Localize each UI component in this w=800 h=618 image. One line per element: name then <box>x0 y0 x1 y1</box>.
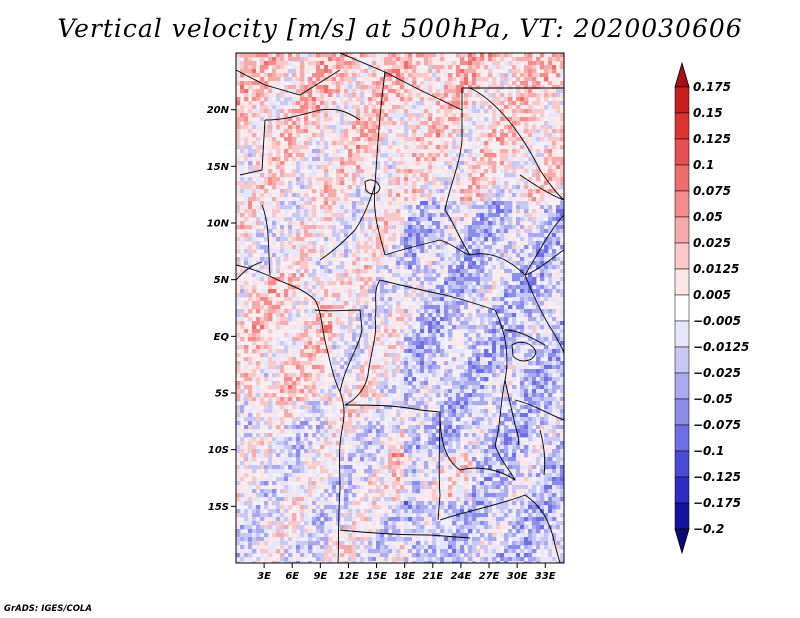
colorbar-swatch <box>674 476 690 504</box>
border-car-north <box>384 239 471 256</box>
border-chad-sudan <box>444 139 471 256</box>
lat-label: 15N <box>207 162 230 173</box>
border-kenya <box>524 274 564 356</box>
colorbar-swatch <box>674 190 690 218</box>
colorbar-swatch <box>674 424 690 452</box>
border-niger-chad <box>373 71 386 256</box>
colorbar-swatch <box>674 112 690 140</box>
border-drc-south <box>344 404 516 481</box>
border-mozambique <box>524 494 561 563</box>
lon-label: 9E <box>313 571 327 582</box>
colorbar-label: 0.075 <box>693 184 731 198</box>
border-angola-namibia <box>339 529 471 539</box>
colorbar-label: −0.0125 <box>693 340 749 354</box>
lon-label: 21E <box>422 571 443 582</box>
colorbar-label: −0.005 <box>693 314 741 328</box>
red-sea-coast <box>469 87 564 201</box>
lon-label: 33E <box>535 571 556 582</box>
lake-malawi <box>539 429 546 476</box>
grads-credit: GrADS: IGES/COLA <box>4 604 92 614</box>
border-gabon-congo <box>314 309 363 393</box>
lat-label: 20N <box>207 105 230 116</box>
longitude-axis: 3E 6E 9E 12E 15E 18E 21E 24E 27E 30E 33E <box>257 563 556 582</box>
colorbar-label: 0.1 <box>693 158 714 172</box>
border-zambia-zimbabwe <box>439 494 526 521</box>
colorbar-swatch <box>674 242 690 270</box>
lon-label: 27E <box>479 571 500 582</box>
colorbar-swatch <box>674 216 690 244</box>
colorbar-swatch <box>674 502 690 530</box>
colorbar-swatch <box>674 346 690 374</box>
colorbar-swatch <box>674 164 690 192</box>
border-egypt-sudan <box>461 87 564 110</box>
border-cameroon-nigeria <box>319 184 376 261</box>
border-uganda <box>504 329 546 346</box>
colorbar-label: −0.05 <box>693 392 733 406</box>
colorbar-swatch <box>674 372 690 400</box>
lat-label: 10N <box>207 219 230 230</box>
colorbar-label: 0.0125 <box>693 262 739 276</box>
lon-label: 30E <box>507 571 528 582</box>
colorbar-label: 0.005 <box>693 288 731 302</box>
colorbar-swatch <box>674 294 690 322</box>
lake-tanganyika <box>504 379 520 446</box>
border-congo-drc <box>344 317 377 406</box>
colorbar-swatch <box>674 320 690 348</box>
colorbar-label: 0.05 <box>693 210 723 224</box>
colorbar-swatch <box>674 398 690 426</box>
colorbar-swatch <box>674 268 690 296</box>
border-gulf-guinea <box>236 261 263 281</box>
lat-label: 5N <box>214 275 230 286</box>
border-ethiopia <box>524 214 564 276</box>
map-title: Vertical velocity [m/s] at 500hPa, VT: 2… <box>57 14 743 43</box>
lon-label: 12E <box>338 571 359 582</box>
colorbar-label: −0.1 <box>693 444 724 458</box>
lake-chad <box>364 179 381 195</box>
colorbar-label: −0.025 <box>693 366 741 380</box>
colorbar-top-arrow <box>674 61 690 88</box>
velocity-field <box>236 53 564 563</box>
border-libya-chad <box>339 53 463 140</box>
coastline-west <box>236 264 345 563</box>
colorbar-label: −0.175 <box>693 496 741 510</box>
colorbar-swatch <box>674 138 690 166</box>
colorbar-swatch <box>674 450 690 478</box>
border-tanzania <box>514 399 564 421</box>
lat-label: 10S <box>208 445 229 456</box>
border-drc-east <box>494 309 516 481</box>
border-car-south <box>379 279 496 311</box>
map-frame <box>235 52 565 564</box>
colorbar-label: −0.125 <box>693 470 741 484</box>
colorbar-label: −0.2 <box>693 522 724 536</box>
border-eritrea <box>519 174 564 201</box>
border-angola-zambia <box>437 411 441 521</box>
border-algeria-niger <box>236 69 341 96</box>
lat-label: 15S <box>208 502 229 513</box>
lon-label: 15E <box>366 571 387 582</box>
lon-label: 6E <box>285 571 299 582</box>
border-cameroon-east <box>374 279 381 319</box>
colorbar: 0.175 0.15 0.125 0.1 0.075 0.05 0.025 0.0125 0.0… <box>674 61 749 555</box>
lat-label: EQ <box>214 332 230 343</box>
country-borders <box>236 53 564 563</box>
colorbar-label: 0.025 <box>693 236 731 250</box>
lake-victoria <box>511 341 537 362</box>
colorbar-label: 0.175 <box>693 80 731 94</box>
colorbar-label: 0.15 <box>693 106 723 120</box>
lon-label: 18E <box>394 571 415 582</box>
border-mali-niger <box>239 119 266 176</box>
colorbar-label: 0.125 <box>693 132 731 146</box>
lon-label: 24E <box>451 571 472 582</box>
lon-label: 3E <box>257 571 271 582</box>
colorbar-bottom-arrow <box>674 528 690 555</box>
latitude-axis: 20N 15N 10N 5N EQ 5S 10S 15S <box>207 105 236 513</box>
colorbar-swatch <box>674 86 690 114</box>
lat-label: 5S <box>215 389 229 400</box>
colorbar-label: −0.075 <box>693 418 741 432</box>
border-benin-nigeria <box>261 204 271 276</box>
border-niger-nigeria <box>264 108 361 121</box>
